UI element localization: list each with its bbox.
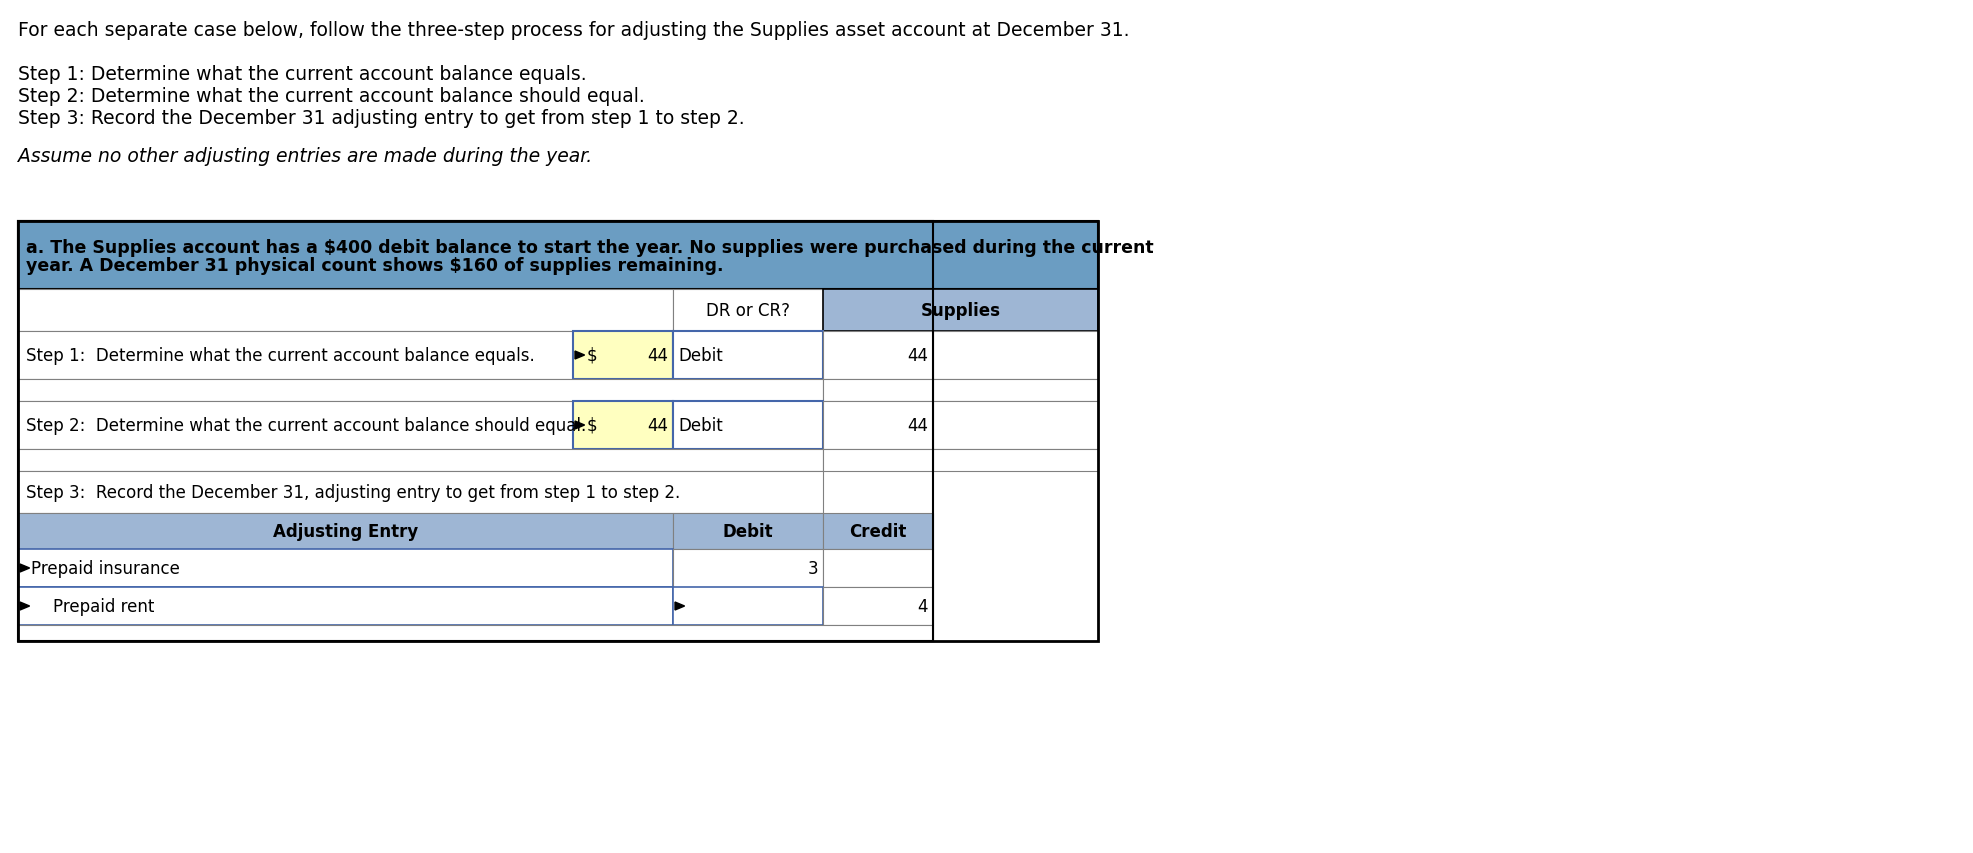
Bar [933, 402, 1097, 450]
Text: Adjusting Entry: Adjusting Entry [272, 522, 418, 540]
Bar [933, 332, 1097, 380]
Bar [933, 450, 1097, 472]
Text: a. The Supplies account has a $400 debit balance to start the year. No supplies : a. The Supplies account has a $400 debit… [26, 239, 1152, 257]
Bar [673, 588, 823, 625]
Text: 44: 44 [906, 346, 927, 364]
Bar [18, 380, 823, 402]
Bar [823, 380, 933, 402]
Bar [18, 222, 1097, 290]
Text: For each separate case below, follow the three-step process for adjusting the Su: For each separate case below, follow the… [18, 20, 1129, 39]
Bar [18, 588, 673, 625]
Text: Step 1:  Determine what the current account balance equals.: Step 1: Determine what the current accou… [26, 346, 535, 364]
Polygon shape [675, 602, 685, 610]
Bar [18, 290, 673, 332]
Text: 3: 3 [807, 560, 817, 577]
Text: 44: 44 [647, 416, 667, 434]
Text: 4: 4 [917, 597, 927, 615]
Text: Step 1: Determine what the current account balance equals.: Step 1: Determine what the current accou… [18, 65, 586, 84]
Bar [673, 332, 823, 380]
Bar [933, 380, 1097, 402]
Bar [18, 450, 823, 472]
Text: Debit: Debit [722, 522, 773, 540]
Text: Prepaid insurance: Prepaid insurance [32, 560, 180, 577]
Polygon shape [574, 351, 584, 360]
Bar [823, 402, 933, 450]
Bar [18, 472, 823, 514]
Bar [673, 514, 823, 549]
Bar [572, 332, 673, 380]
Bar [18, 332, 572, 380]
Bar [823, 332, 933, 380]
Text: 44: 44 [906, 416, 927, 434]
Text: year. A December 31 physical count shows $160 of supplies remaining.: year. A December 31 physical count shows… [26, 257, 724, 275]
Bar [572, 402, 673, 450]
Bar [18, 625, 933, 641]
Text: Prepaid rent: Prepaid rent [53, 597, 154, 615]
Bar [673, 290, 823, 332]
Polygon shape [20, 565, 30, 572]
Bar [673, 402, 823, 450]
Bar [18, 222, 1097, 641]
Text: Step 2:  Determine what the current account balance should equal.: Step 2: Determine what the current accou… [26, 416, 586, 434]
Text: Step 3: Record the December 31 adjusting entry to get from step 1 to step 2.: Step 3: Record the December 31 adjusting… [18, 108, 744, 127]
Bar [673, 549, 823, 588]
Polygon shape [20, 602, 30, 610]
Text: Step 3:  Record the December 31, adjusting entry to get from step 1 to step 2.: Step 3: Record the December 31, adjustin… [26, 484, 681, 502]
Text: Debit: Debit [677, 346, 722, 364]
Bar [18, 514, 673, 549]
Bar [823, 514, 933, 549]
Text: $: $ [586, 346, 598, 364]
Text: Step 2: Determine what the current account balance should equal.: Step 2: Determine what the current accou… [18, 86, 645, 106]
Text: $: $ [586, 416, 598, 434]
Text: Assume no other adjusting entries are made during the year.: Assume no other adjusting entries are ma… [18, 147, 592, 165]
Bar [18, 402, 572, 450]
Text: 44: 44 [647, 346, 667, 364]
Bar [823, 588, 933, 625]
Bar [823, 450, 933, 472]
Text: Debit: Debit [677, 416, 722, 434]
Text: DR or CR?: DR or CR? [706, 302, 789, 320]
Bar [18, 549, 673, 588]
Text: Supplies: Supplies [919, 302, 1000, 320]
Polygon shape [574, 421, 584, 430]
Bar [823, 549, 933, 588]
Bar [18, 222, 933, 641]
Text: Credit: Credit [848, 522, 906, 540]
Bar [823, 290, 1097, 332]
